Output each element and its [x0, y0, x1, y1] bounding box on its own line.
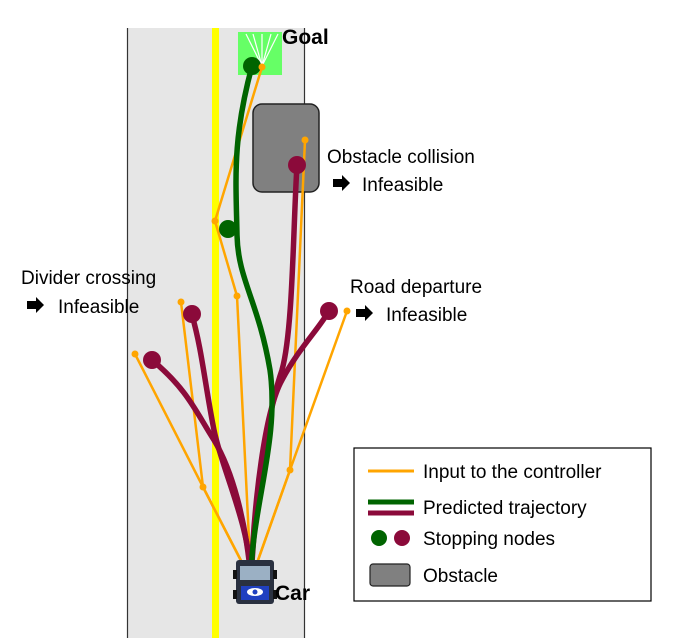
goal-rays	[245, 33, 279, 67]
legend-item-obstacle: Obstacle	[423, 566, 498, 587]
divider-crossing-label: Divider crossing	[21, 268, 156, 289]
legend-item-predicted-trajectory: Predicted trajectory	[423, 498, 587, 519]
legend-item-controller-input: Input to the controller	[423, 462, 602, 483]
divider-crossing-result: Infeasible	[58, 297, 139, 318]
stopping-node-divider-right	[183, 305, 201, 323]
obstacle-collision-label: Obstacle collision	[327, 147, 475, 168]
car-label: Car	[275, 582, 310, 605]
arrow-right-icon	[333, 175, 350, 191]
legend: Input to the controller Predicted trajec…	[353, 447, 652, 602]
stopping-node-goal	[243, 57, 261, 75]
stopping-node-intermediate	[219, 220, 237, 238]
obstacle-collision-result: Infeasible	[362, 175, 443, 196]
legend-stopping-node-red	[394, 530, 410, 546]
stopping-node-road-departure	[320, 302, 338, 320]
stopping-node-divider-left	[143, 351, 161, 369]
road-divider	[212, 28, 219, 638]
road-departure-label: Road departure	[350, 277, 482, 298]
stopping-node-obstacle	[288, 156, 306, 174]
arrow-right-icon	[27, 297, 44, 313]
legend-obstacle-swatch	[369, 563, 411, 587]
stopping-nodes	[143, 57, 338, 369]
legend-stopping-node-green	[371, 530, 387, 546]
goal-label: Goal	[282, 26, 329, 49]
car-icon	[233, 560, 277, 604]
predicted-trajectories	[149, 63, 332, 583]
obstacle	[252, 103, 320, 193]
trajectory-divider-crossing-right	[189, 312, 254, 583]
legend-item-stopping-nodes: Stopping nodes	[423, 529, 555, 550]
trajectory-goal	[233, 63, 275, 583]
road-departure-result: Infeasible	[386, 305, 467, 326]
arrow-right-icon	[356, 305, 373, 321]
